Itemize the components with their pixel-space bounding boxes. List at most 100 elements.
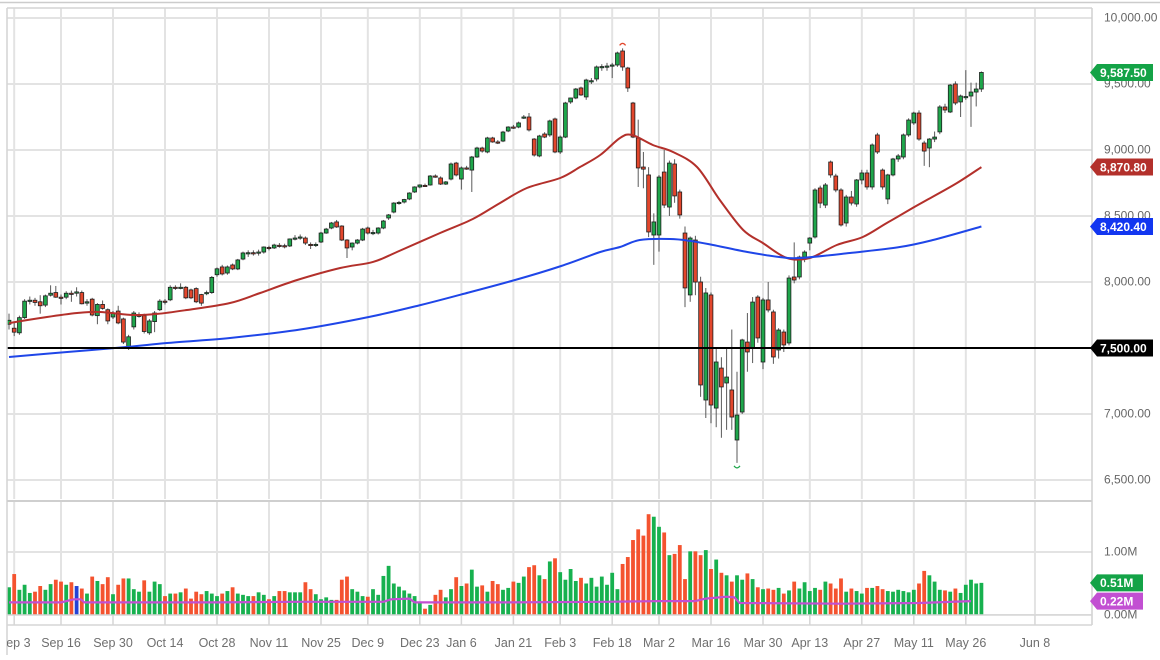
candle <box>225 265 230 275</box>
volume-bar <box>870 587 875 615</box>
candle <box>490 136 495 143</box>
candle-body-up <box>537 135 542 157</box>
volume-bar <box>12 574 17 615</box>
badge-background <box>1090 158 1153 176</box>
candle <box>443 181 449 185</box>
candle-body-down <box>308 243 313 246</box>
volume-bar <box>189 598 193 615</box>
candle-body-up <box>349 242 355 248</box>
volume-bar <box>428 604 433 615</box>
candle-body-up <box>802 251 807 258</box>
candle-body-down <box>875 134 880 153</box>
last-volume-badge: 0.51M <box>1090 574 1143 592</box>
candle <box>173 285 178 290</box>
candle <box>469 155 475 192</box>
volume-pane[interactable] <box>7 502 1092 615</box>
badge-background <box>1090 574 1143 592</box>
candle <box>568 97 573 104</box>
candle <box>583 78 589 100</box>
badge-label: 8,420.40 <box>1100 220 1147 234</box>
candle <box>833 173 839 193</box>
volume-bar <box>220 593 225 615</box>
candle-body-up <box>890 158 896 176</box>
candle <box>531 138 537 157</box>
volume-bar <box>215 596 219 615</box>
volume-bar <box>792 581 797 615</box>
date-label: Nov 11 <box>250 636 289 650</box>
candle <box>864 169 870 190</box>
badge-background <box>1090 63 1153 81</box>
candle <box>100 300 105 310</box>
candle-body-up <box>568 97 573 103</box>
candle <box>947 84 953 114</box>
candle <box>89 297 95 317</box>
candle <box>318 231 324 244</box>
candle-body-up <box>214 268 220 276</box>
candle <box>277 243 282 248</box>
candle-body-down <box>464 167 469 170</box>
candle <box>854 179 859 207</box>
date-label: Jan 21 <box>495 636 533 650</box>
date-label: Feb 3 <box>544 636 576 650</box>
candle <box>823 183 828 209</box>
candle-body-down <box>838 189 844 226</box>
volume-axis[interactable]: 1.00M 0.00M <box>1104 545 1137 622</box>
volume-axis-label: 0.00M <box>1104 608 1137 622</box>
volume-bar <box>277 591 282 615</box>
candle-body-down <box>661 171 667 206</box>
candle <box>147 318 152 335</box>
candle-body-down <box>339 225 345 241</box>
volume-bar <box>662 532 667 615</box>
candle <box>349 242 355 251</box>
volume-bar <box>360 596 365 615</box>
candle-body-up <box>469 156 475 171</box>
candle <box>355 239 360 245</box>
candle <box>713 348 719 428</box>
candle-body-up <box>979 72 984 90</box>
time-axis[interactable]: Sep 3 Sep 16 Sep 30 Oct 14 Oct 28 Nov 11 Nov 2… <box>0 614 1092 650</box>
volume-bar <box>646 514 651 615</box>
ma-blue-line <box>8 225 982 358</box>
candle <box>63 291 69 300</box>
candle-body-up <box>63 292 69 298</box>
price-pane[interactable] <box>7 8 1092 499</box>
candle <box>266 245 272 251</box>
candle <box>687 236 693 302</box>
volume-bar <box>688 551 693 615</box>
candle <box>381 219 386 230</box>
volume-bar <box>209 593 214 615</box>
volume-bar <box>423 608 427 615</box>
volume-bar <box>963 584 968 615</box>
candle <box>875 132 880 154</box>
candle <box>334 219 339 228</box>
candle <box>433 174 438 178</box>
candle-body-up <box>713 361 719 409</box>
candle-body-down <box>453 162 459 176</box>
volume-bar <box>740 579 745 615</box>
last-price-badge: 9,587.50 <box>1090 63 1153 81</box>
candle <box>937 105 943 135</box>
candle-body-down <box>755 296 761 339</box>
candle <box>729 329 735 430</box>
candle-body-up <box>937 106 943 133</box>
volume-bar <box>178 592 183 615</box>
candle-body-down <box>162 300 168 303</box>
candle-body-down <box>677 191 683 216</box>
candle-body-up <box>724 376 729 384</box>
price-axis-label: 7,000.00 <box>1104 407 1151 421</box>
candle <box>479 146 485 153</box>
candle-body-up <box>240 252 246 260</box>
candle <box>407 192 412 201</box>
volume-bar <box>875 586 880 615</box>
candle <box>121 317 126 345</box>
candle <box>459 166 464 190</box>
volume-bar <box>345 576 349 615</box>
candle <box>672 159 677 203</box>
candle <box>859 169 865 185</box>
volume-bar <box>402 590 407 615</box>
date-label: May 26 <box>945 636 986 650</box>
candle-body-down <box>53 292 59 298</box>
date-label: May 11 <box>894 636 934 650</box>
